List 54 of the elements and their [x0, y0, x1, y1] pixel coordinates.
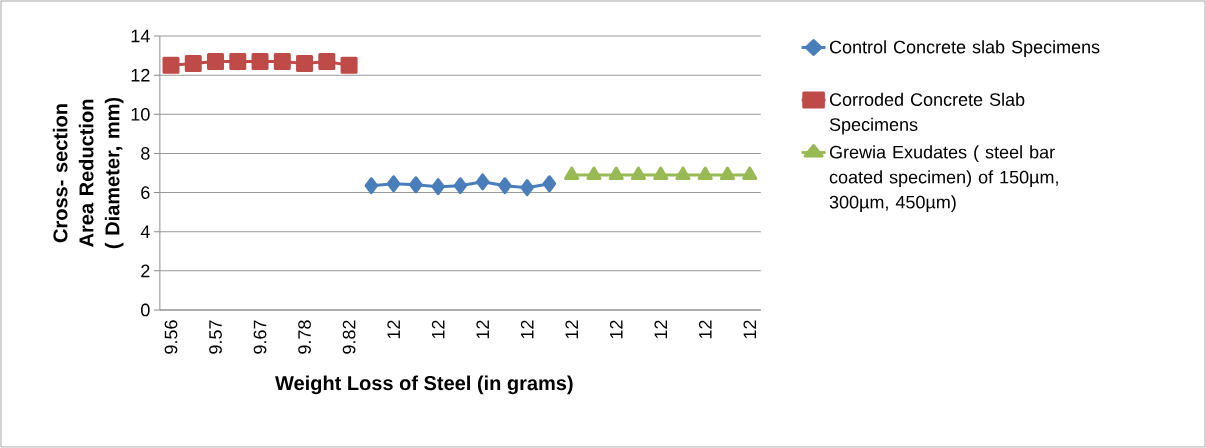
point	[364, 177, 379, 195]
x-tick-label: 12	[565, 320, 578, 339]
point	[251, 52, 269, 70]
point	[608, 166, 624, 180]
y-tick-label: 8	[141, 147, 150, 160]
point	[564, 166, 580, 180]
x-tick-label: 9.82	[342, 320, 356, 354]
y-tick-label: 2	[141, 264, 150, 278]
x-tick-label: 9.78	[298, 320, 311, 354]
point	[542, 175, 557, 193]
x-tick-label: 9.67	[253, 320, 267, 354]
x-tick-label: 12	[654, 320, 667, 339]
legend-label: Grewia Exudates ( steel bar coated specimen) of 150µm, 300µm, 450µm)	[829, 145, 1058, 213]
point	[742, 166, 758, 180]
x-tick-label: 12	[387, 320, 400, 339]
x-tick-label: 12	[476, 320, 489, 339]
point	[675, 166, 691, 180]
point	[630, 166, 647, 180]
y-tick-label: 0	[141, 303, 150, 317]
legend-label: Corroded Concrete Slab Specimens	[829, 92, 1025, 135]
point	[229, 52, 247, 70]
x-tick-label: 12	[743, 320, 757, 339]
point	[697, 166, 713, 180]
point	[296, 54, 314, 72]
point	[520, 179, 534, 197]
point	[431, 178, 445, 196]
point	[340, 56, 358, 74]
point	[386, 175, 401, 193]
x-tick-label: 12	[698, 320, 712, 339]
point	[318, 52, 336, 70]
x-tick-label: 12	[609, 320, 623, 339]
point	[719, 166, 736, 180]
x-axis-title: Weight Loss of Steel (in grams)	[275, 375, 573, 395]
y-tick-label: 6	[141, 186, 150, 199]
point	[498, 177, 512, 195]
point	[475, 173, 490, 191]
x-tick-label: 9.57	[209, 320, 222, 354]
x-tick-label: 9.56	[164, 320, 178, 354]
legend-label: Control Concrete slab Specimens	[829, 40, 1100, 57]
y-tick-label: 14	[131, 29, 150, 43]
x-tick-label: 12	[431, 320, 445, 339]
point	[409, 176, 423, 194]
point	[184, 54, 202, 72]
y-axis-title: Cross- section Area Reduction ( Diameter, mm)	[52, 97, 124, 249]
point	[586, 166, 602, 180]
point	[453, 177, 468, 195]
y-tick-label: 10	[131, 107, 150, 121]
point	[653, 166, 669, 180]
point	[273, 52, 291, 70]
y-tick-label: 12	[131, 68, 150, 82]
point	[207, 52, 225, 70]
y-tick-label: 4	[140, 225, 150, 238]
point	[162, 56, 180, 74]
x-tick-label: 12	[520, 320, 534, 339]
